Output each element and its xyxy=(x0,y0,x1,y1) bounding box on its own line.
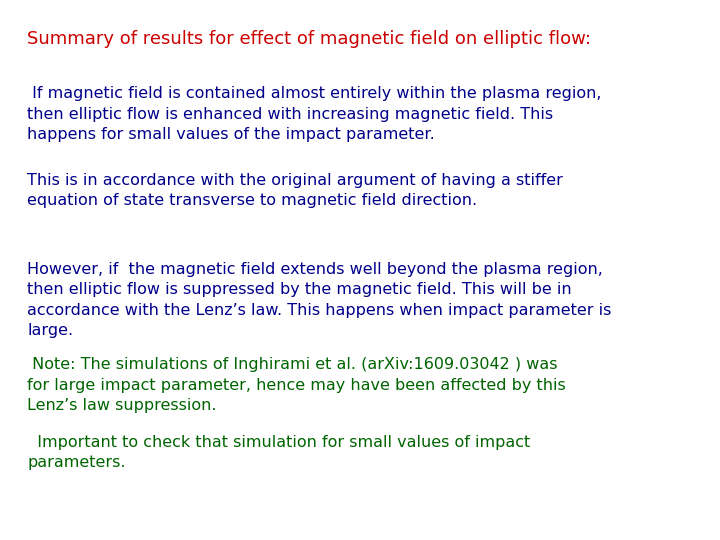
Text: If magnetic field is contained almost entirely within the plasma region,
then el: If magnetic field is contained almost en… xyxy=(27,86,602,142)
Text: Important to check that simulation for small values of impact
parameters.: Important to check that simulation for s… xyxy=(27,435,531,470)
Text: Note: The simulations of Inghirami et al. (arXiv:1609.03042 ) was
for large impa: Note: The simulations of Inghirami et al… xyxy=(27,357,566,413)
Text: However, if  the magnetic field extends well beyond the plasma region,
then elli: However, if the magnetic field extends w… xyxy=(27,262,612,338)
Text: This is in accordance with the original argument of having a stiffer
equation of: This is in accordance with the original … xyxy=(27,173,563,208)
Text: Summary of results for effect of magnetic field on elliptic flow:: Summary of results for effect of magneti… xyxy=(27,30,591,48)
